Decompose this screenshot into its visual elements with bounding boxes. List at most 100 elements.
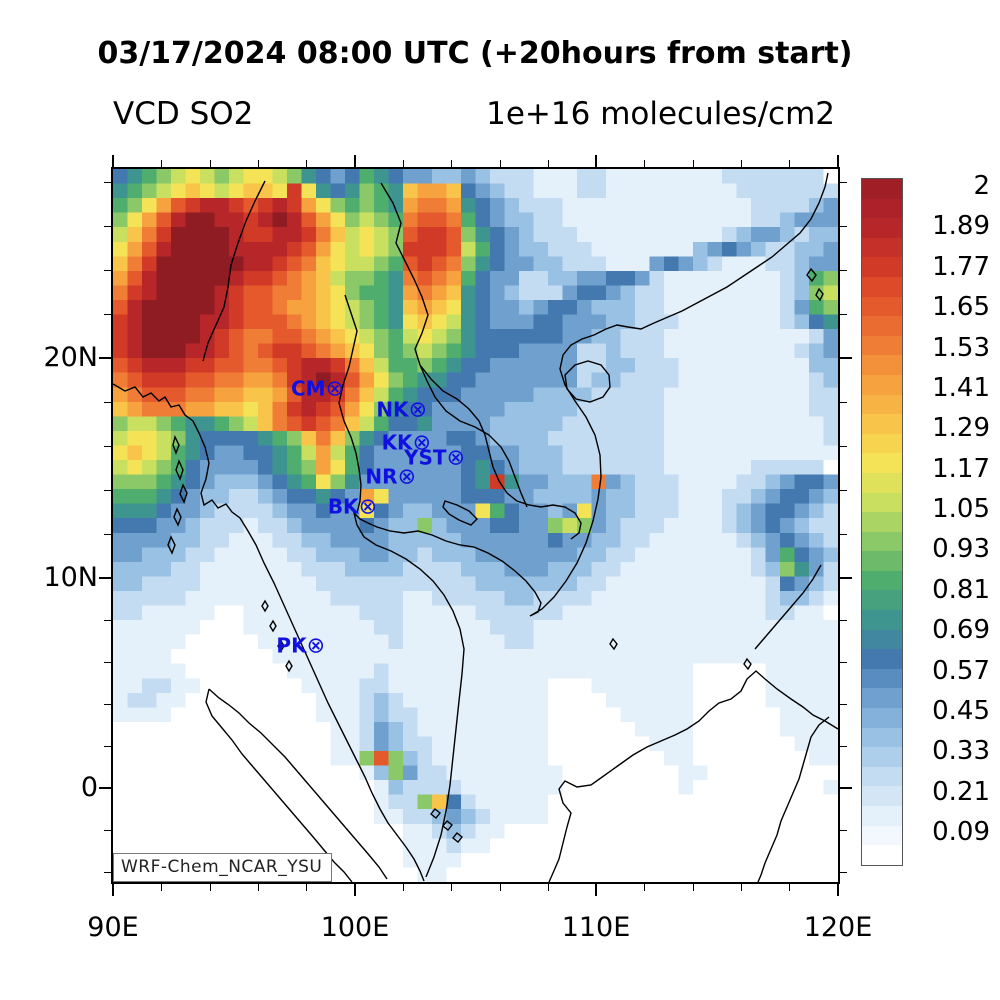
axis-tick [160,160,162,169]
axis-tick [354,155,356,169]
axis-tick [354,882,356,896]
axis-tick [838,225,847,227]
colorbar-band [862,355,902,375]
colorbar-label-1.77: 1.77 [932,251,990,282]
outline-coast-borneo-east [757,716,830,882]
colorbar-band [862,570,902,591]
station-marker-icon: ⊗ [325,376,344,402]
outline-islands-andaman [167,434,188,555]
colorbar-band [862,433,902,454]
colorbar-label-0.45: 0.45 [932,695,990,726]
colorbar-label-0.69: 0.69 [932,615,990,646]
colorbar-band [862,688,902,709]
axis-tick [838,871,847,873]
axis-tick [595,155,597,169]
plot-title: 03/17/2024 08:00 UTC (+20hours from star… [97,36,853,71]
axis-tick [104,489,113,491]
axis-tick [99,357,113,359]
outline-border-thailand-myanmar [338,294,362,514]
colorbar-label-1.41: 1.41 [932,372,990,403]
axis-tick [838,829,847,831]
axis-tick [160,882,162,891]
colorbar-label-1.17: 1.17 [932,453,990,484]
outline-border-thailand-laos-cambodia [419,364,582,540]
station-marker-icon: ⊗ [446,445,465,471]
axis-tick [104,871,113,873]
axis-tick [402,160,404,169]
axis-tick [112,155,114,169]
colorbar-label-0.09: 0.09 [932,817,990,848]
so2-heatmap [113,169,838,882]
y-tick-label-0: 0 [80,772,98,803]
colorbar-band [862,198,902,219]
station-label-nk: NK⊗ [376,398,427,423]
axis-tick [104,313,113,315]
colorbar-band [862,708,902,728]
axis-tick [305,160,307,169]
x-tick-label-120E: 120E [803,912,873,943]
outline-coast-malay-east-gulf-vietnam-china [352,172,829,878]
axis-tick [838,313,847,315]
axis-tick [740,882,742,891]
station-label-pk: PK⊗ [276,634,325,659]
station-label-cm: CM⊗ [291,377,344,402]
axis-tick [837,882,839,896]
outline-island-palawan [743,564,822,671]
station-marker-icon: ⊗ [412,430,431,456]
colorbar-label-0.57: 0.57 [932,655,990,686]
station-label-yst: YST⊗ [404,446,465,471]
model-annotation: WRF-Chem_NCAR_YSU [113,853,333,882]
station-name: NK [376,397,409,422]
colorbar-band [862,218,902,238]
axis-tick [257,160,259,169]
colorbar-band [862,766,902,787]
axis-tick [104,619,113,621]
colorbar-band [862,727,902,748]
axis-tick [788,882,790,891]
axis-tick [547,882,549,891]
colorbar-band [862,649,902,669]
axis-tick [838,269,847,271]
axis-tick [838,181,847,183]
coastlines-overlay [113,172,838,882]
axis-tick [104,445,113,447]
colorbar-band [862,551,902,571]
axis-tick [99,787,113,789]
axis-tick [499,882,501,891]
station-name: BK [327,494,359,519]
colorbar-band [862,414,902,434]
colorbar-band [862,296,902,317]
axis-tick [104,225,113,227]
station-marker-icon: ⊗ [408,397,427,423]
axis-tick [104,703,113,705]
colorbar [861,178,903,866]
station-name: NR [365,464,398,489]
colorbar-label-1.05: 1.05 [932,494,990,525]
outline-coast-bengal-myanmar-malay-west [113,383,425,882]
axis-tick [402,882,404,891]
colorbar-band [862,257,902,277]
axis-tick [838,787,852,789]
colorbar-label-0.81: 0.81 [932,574,990,605]
colorbar-band [862,531,902,552]
axis-tick [838,533,847,535]
colorbar-band [862,394,902,415]
station-marker-icon: ⊗ [306,633,325,659]
colorbar-label-1.29: 1.29 [932,413,990,444]
axis-tick [305,882,307,891]
station-marker-icon: ⊗ [397,464,416,490]
station-name: CM [290,376,326,401]
x-tick-label-100E: 100E [320,912,390,943]
outline-islands-taiwan-strait [609,267,824,651]
colorbar-band [862,237,902,258]
outline-island-hainan [564,360,611,403]
axis-tick [450,160,452,169]
station-label-kk: KK⊗ [382,431,431,456]
variable-label: VCD SO2 [113,96,254,132]
axis-tick [838,577,852,579]
outline-border-myanmar-china-laos [380,182,528,508]
x-tick-label-110E: 110E [561,912,631,943]
axis-tick [547,160,549,169]
colorbar-band [862,590,902,611]
